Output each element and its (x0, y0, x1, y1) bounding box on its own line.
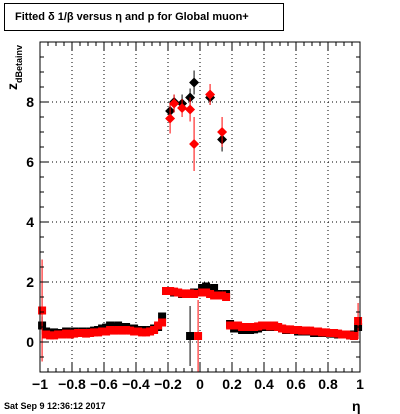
y-tick-label: 4 (26, 214, 34, 230)
y-axis-title: zdBetainv (4, 45, 24, 90)
x-tick-label: −1 (32, 376, 48, 392)
data-point (186, 332, 195, 340)
chart-title: Fitted δ 1/β versus η and p for Global m… (4, 3, 284, 31)
grid-lines (40, 42, 360, 372)
y-axis-title-subscript: dBetainv (14, 45, 24, 83)
data-point (150, 326, 159, 334)
x-tick-label: 0.2 (222, 376, 242, 392)
y-tick-labels: 0 2 4 6 8 (26, 94, 34, 350)
x-tick-label: 0.8 (318, 376, 338, 392)
plot-area (40, 42, 360, 372)
y-tick-label: 2 (26, 274, 34, 290)
x-tick-label: 0.4 (254, 376, 274, 392)
data-point (177, 103, 188, 113)
data-point (158, 318, 167, 327)
diamond-series (165, 84, 228, 171)
data-point (189, 77, 200, 88)
y-axis-title-main: z (4, 83, 20, 90)
axis-ticks (39, 41, 361, 373)
data-point (205, 89, 216, 100)
x-tick-labels: −1 −0.8 −0.6 −0.4 −0.2 0 0.2 0.4 0.6 0.8 1 (32, 376, 364, 392)
data-point (46, 331, 55, 340)
data-point (169, 98, 180, 109)
data-point (189, 139, 200, 149)
data-point (158, 312, 167, 321)
y-tick-label: 0 (26, 334, 34, 350)
data-point (350, 332, 359, 340)
y-tick-label: 8 (26, 94, 34, 110)
x-tick-label: −0.4 (122, 376, 150, 392)
timestamp-footer: Sat Sep 9 12:36:12 2017 (4, 401, 106, 411)
data-point (38, 306, 47, 315)
data-point (210, 284, 219, 292)
x-tick-label: 0.6 (286, 376, 306, 392)
x-tick-label: 0 (196, 376, 204, 392)
data-point (165, 113, 176, 124)
data-point (190, 290, 199, 298)
square-series (38, 259, 363, 372)
data-point (222, 293, 231, 301)
data-marks (38, 70, 363, 372)
x-tick-label: −0.8 (58, 376, 86, 392)
y-tick-label: 6 (26, 154, 34, 170)
data-point (217, 127, 228, 137)
x-axis-title: η (352, 398, 361, 414)
x-tick-label: 1 (356, 376, 364, 392)
x-tick-label: −0.6 (90, 376, 118, 392)
data-point (354, 317, 363, 325)
x-tick-label: −0.2 (154, 376, 182, 392)
data-point (185, 104, 196, 115)
data-point (194, 332, 203, 340)
